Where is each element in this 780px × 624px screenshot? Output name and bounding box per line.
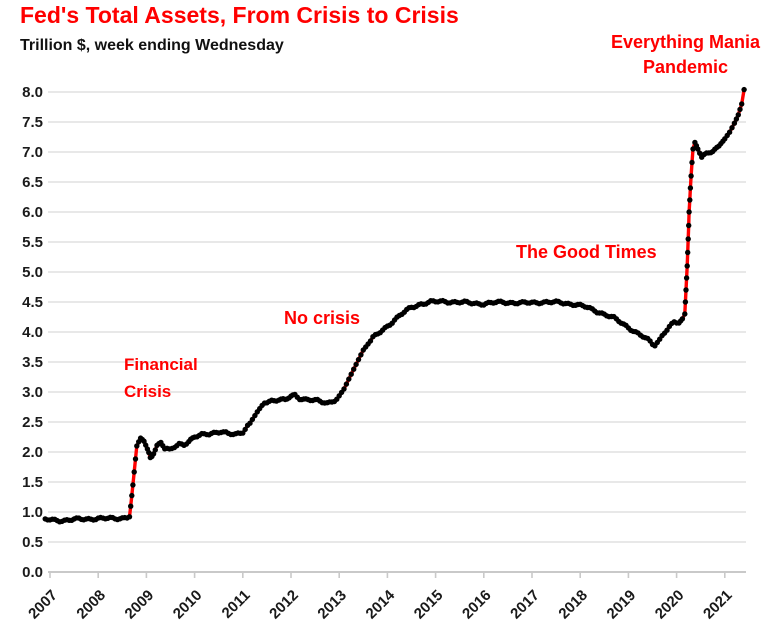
data-marker	[353, 361, 359, 368]
data-marker	[129, 492, 135, 499]
data-marker	[242, 426, 248, 433]
data-marker	[128, 503, 134, 509]
data-marker	[126, 514, 133, 520]
data-marker	[735, 112, 741, 118]
data-marker	[132, 456, 139, 462]
y-tick-label: 4.0	[22, 324, 43, 341]
data-marker	[341, 386, 347, 392]
x-tick-label: 2019	[604, 587, 640, 623]
data-marker	[685, 249, 691, 256]
annotation-everything-mania-pandemic: Everything Mania Pandemic	[583, 30, 780, 80]
annotation-line: Everything Mania	[610, 32, 761, 52]
annotation-no-crisis: No crisis	[284, 308, 361, 328]
data-marker	[355, 356, 362, 363]
data-marker	[682, 311, 688, 317]
y-tick-label: 5.0	[22, 264, 43, 281]
data-marker	[687, 185, 694, 191]
data-marker	[684, 263, 690, 269]
y-tick-label: 2.5	[22, 414, 43, 431]
data-marker	[689, 159, 695, 166]
x-tick-label: 2015	[411, 587, 447, 623]
gridlines	[48, 91, 746, 543]
x-tick-label: 2011	[219, 587, 254, 622]
annotation-line: Financial	[124, 355, 198, 374]
y-tick-label: 6.5	[22, 174, 43, 191]
data-marker	[351, 366, 357, 372]
data-marker	[358, 352, 364, 358]
x-tick-label: 2008	[73, 587, 109, 623]
x-tick-label: 2009	[122, 587, 158, 623]
x-tick-label: 2021	[700, 587, 736, 623]
data-marker	[367, 338, 374, 344]
x-tick-label: 2007	[25, 587, 61, 623]
y-tick-label: 2.0	[22, 444, 43, 461]
data-marker	[731, 120, 738, 126]
x-axis	[48, 571, 746, 578]
x-tick-label: 2016	[459, 587, 495, 623]
data-marker	[726, 129, 733, 135]
data-marker	[739, 101, 745, 107]
x-tick-label: 2020	[652, 587, 688, 623]
data-marker	[685, 236, 691, 242]
data-marker	[134, 443, 140, 449]
x-tick-label: 2010	[170, 587, 206, 623]
chart-title: Fed's Total Assets, From Crisis to Crisi…	[20, 2, 459, 28]
x-axis-labels: 2007 2008 2009 2010 2011 2012 2013 2014 2015 2016…	[25, 586, 735, 622]
y-tick-label: 6.0	[22, 204, 43, 221]
data-marker	[683, 287, 689, 293]
data-marker	[146, 449, 152, 456]
annotation-financial-crisis: Financial Crisis	[124, 351, 198, 405]
annotation-good-times: The Good Times	[516, 242, 657, 262]
annotation-line: Crisis	[124, 382, 172, 401]
chart-subtitle: Trillion $, week ending Wednesday	[20, 37, 284, 54]
x-tick-label: 2017	[507, 587, 543, 623]
y-tick-label: 4.5	[22, 294, 43, 311]
data-marker	[695, 146, 701, 152]
data-marker	[152, 447, 158, 453]
data-marker	[729, 125, 735, 131]
y-tick-label: 1.5	[22, 474, 43, 491]
data-marker	[348, 371, 354, 377]
data-marker	[690, 146, 696, 152]
data-marker	[131, 469, 137, 475]
annotation-line: Pandemic	[642, 57, 729, 77]
data-series-markers	[42, 86, 747, 525]
y-tick-label: 0.0	[22, 564, 43, 581]
data-marker	[343, 381, 350, 387]
x-tick-label: 2014	[363, 586, 399, 622]
data-marker	[697, 150, 703, 156]
x-tick-label: 2013	[314, 587, 350, 623]
data-marker	[682, 299, 689, 305]
y-tick-label: 7.0	[22, 144, 43, 161]
y-tick-label: 3.0	[22, 384, 43, 401]
x-tick-label: 2018	[555, 587, 591, 623]
y-tick-label: 3.5	[22, 354, 43, 371]
y-tick-label: 8.0	[22, 84, 43, 101]
y-tick-label: 7.5	[22, 114, 43, 131]
data-marker	[688, 173, 694, 179]
y-tick-label: 5.5	[22, 234, 43, 251]
x-tick-label: 2012	[266, 587, 302, 623]
data-marker	[737, 106, 743, 113]
y-tick-label: 0.5	[22, 534, 43, 551]
data-marker	[687, 197, 693, 203]
data-marker	[679, 316, 686, 322]
data-marker	[683, 275, 690, 281]
data-marker	[346, 376, 352, 382]
data-marker	[130, 482, 136, 488]
y-tick-label: 1.0	[22, 504, 43, 521]
data-marker	[249, 416, 256, 423]
data-marker	[741, 86, 747, 93]
data-marker	[733, 116, 740, 122]
data-marker	[686, 222, 692, 229]
y-axis-labels: 0.0 0.5 1.0 1.5 2.0 2.5 3.0 3.5 4.0 4.5 5.0 5.5 6.0 6…	[22, 84, 43, 581]
data-marker	[686, 209, 692, 215]
